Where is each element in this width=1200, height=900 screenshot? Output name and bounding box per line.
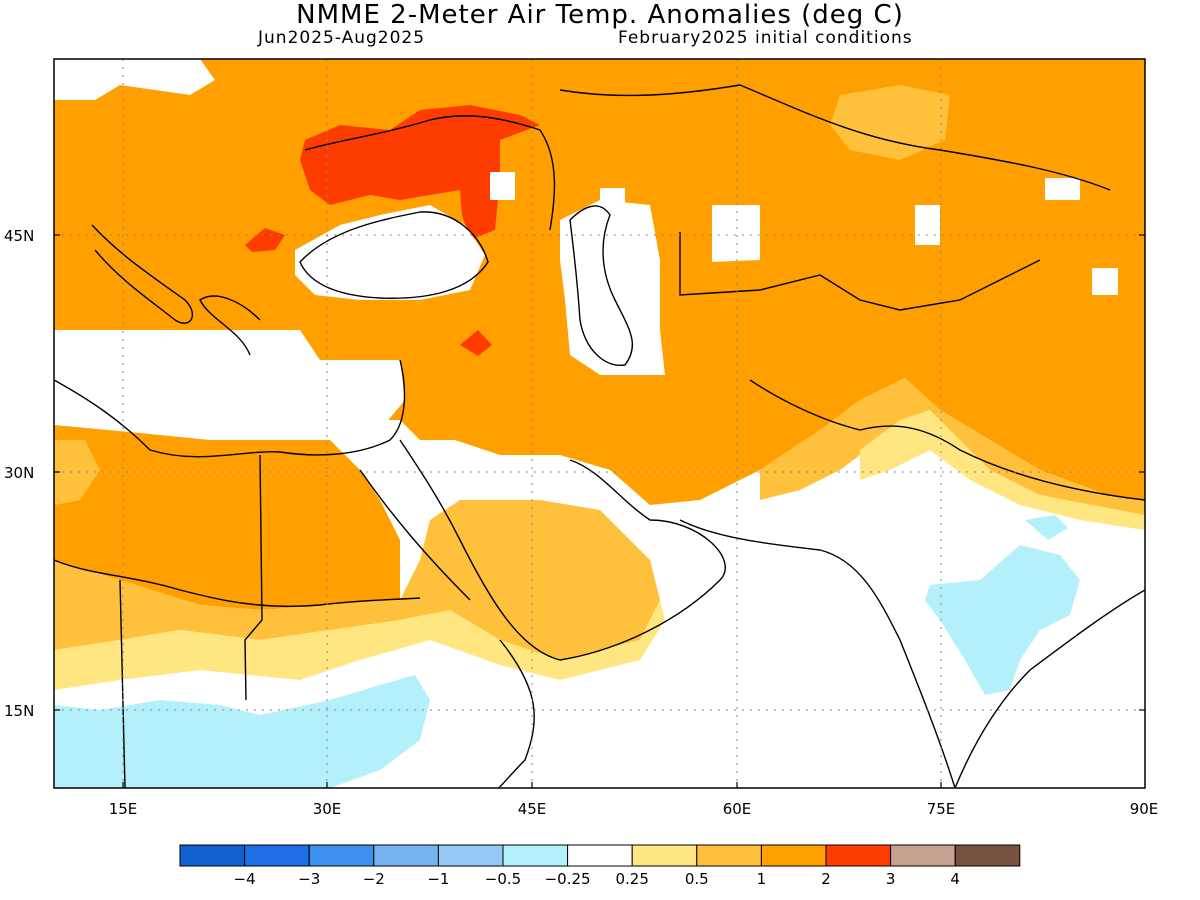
anomaly-region-1 bbox=[54, 500, 660, 660]
legend-swatch bbox=[308, 844, 375, 867]
legend-swatch bbox=[631, 844, 698, 867]
legend-label: 0.5 bbox=[685, 870, 709, 888]
lon-label-90e: 90E bbox=[1130, 800, 1159, 818]
graticule bbox=[54, 59, 1145, 788]
legend-label: 1 bbox=[757, 870, 767, 888]
legend-label: −4 bbox=[234, 870, 256, 888]
legend-swatch bbox=[890, 844, 956, 867]
map-frame bbox=[53, 58, 1146, 789]
anomaly-region-3 bbox=[300, 105, 540, 240]
legend-swatch bbox=[373, 844, 439, 867]
initial-conditions: February2025 initial conditions bbox=[618, 28, 913, 48]
map-title: NMME 2-Meter Air Temp. Anomalies (deg C) bbox=[296, 0, 904, 30]
forecast-period: Jun2025-Aug2025 bbox=[258, 28, 426, 48]
anomaly-region-0.5 bbox=[54, 600, 665, 690]
legend-swatch bbox=[567, 844, 633, 867]
legend-swatch bbox=[244, 844, 310, 867]
color-legend: −4 −3 −2 −1 −0.5 −0.25 0.25 0.5 1 2 3 4 bbox=[179, 844, 1021, 888]
legend-label: −3 bbox=[298, 870, 320, 888]
anomaly-shading bbox=[54, 59, 1145, 788]
legend-label: −0.5 bbox=[485, 870, 521, 888]
legend-swatch bbox=[437, 844, 504, 867]
lon-label-45e: 45E bbox=[518, 800, 547, 818]
lon-label-75e: 75E bbox=[927, 800, 956, 818]
legend-label: −2 bbox=[363, 870, 385, 888]
legend-label: −0.25 bbox=[545, 870, 591, 888]
lat-label-15n: 15N bbox=[4, 702, 34, 720]
lon-label-15e: 15E bbox=[109, 800, 138, 818]
legend-label: −1 bbox=[427, 870, 449, 888]
lon-label-60e: 60E bbox=[723, 800, 752, 818]
legend-swatch bbox=[179, 844, 246, 867]
anomaly-region-neg0.25 bbox=[54, 675, 430, 788]
legend-label: 2 bbox=[821, 870, 831, 888]
legend-label: 0.25 bbox=[615, 870, 648, 888]
legend-swatch bbox=[954, 844, 1021, 867]
legend-swatch bbox=[825, 844, 892, 867]
legend-swatch bbox=[502, 844, 569, 867]
legend-label: 3 bbox=[886, 870, 896, 888]
coastlines bbox=[54, 84, 1145, 788]
lat-label-30n: 30N bbox=[4, 464, 34, 482]
legend-swatch bbox=[696, 844, 762, 867]
legend-label: 4 bbox=[950, 870, 960, 888]
lat-label-45n: 45N bbox=[4, 227, 34, 245]
lon-label-30e: 30E bbox=[313, 800, 342, 818]
lat-ticks bbox=[54, 234, 1145, 711]
legend-swatch bbox=[760, 844, 827, 867]
lon-ticks bbox=[122, 782, 942, 788]
